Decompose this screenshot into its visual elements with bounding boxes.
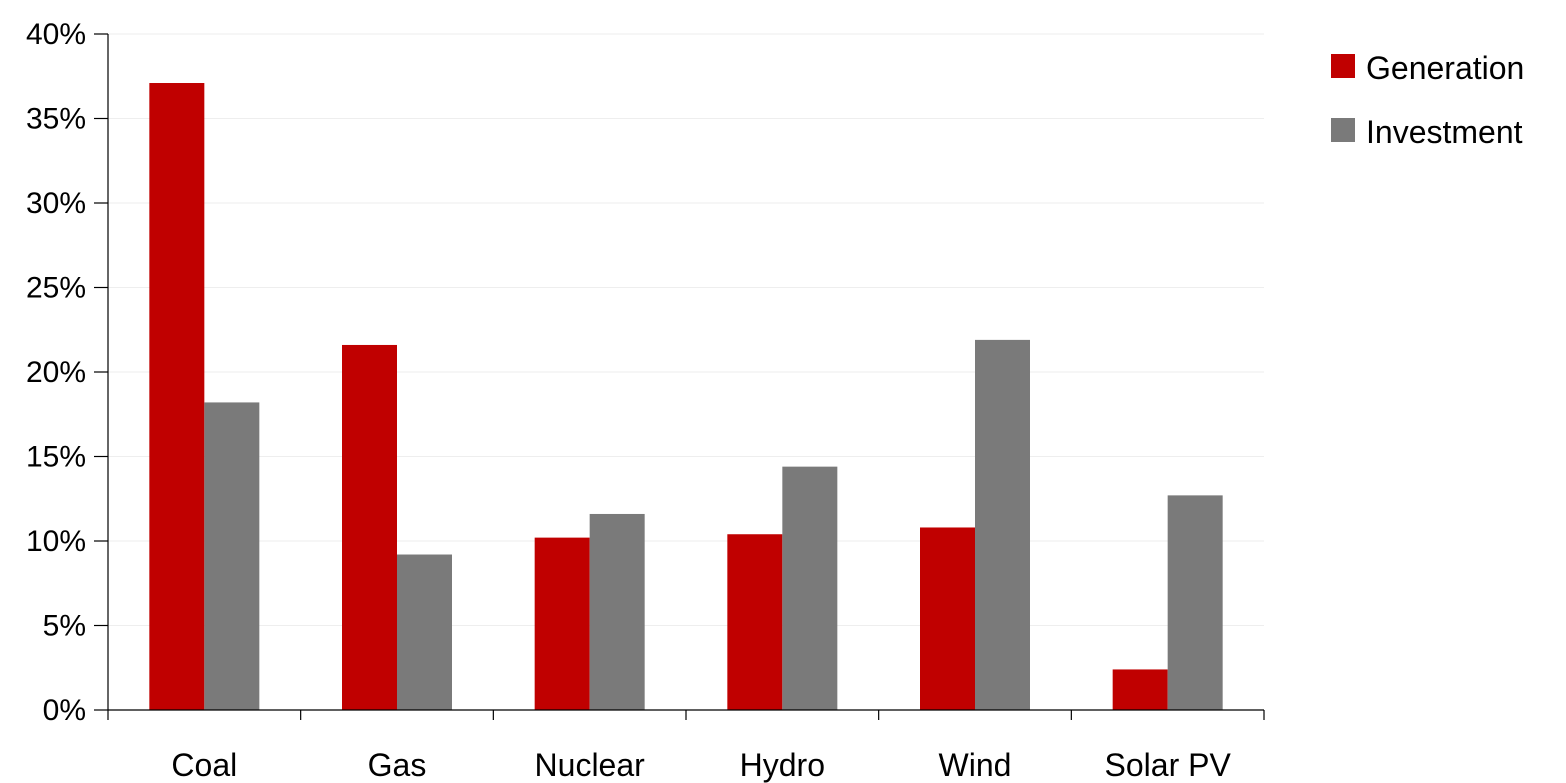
y-tick-label: 40% (26, 18, 86, 51)
y-tick-label: 20% (26, 356, 86, 389)
y-tick-label: 0% (43, 694, 86, 727)
y-axis-ticks: 0% 5% 10% 15% 20% 25% 30% 35% 40% (26, 18, 86, 727)
bar-generation-wind (920, 527, 975, 710)
y-tick-label: 5% (43, 610, 86, 643)
bar-investment-wind (975, 339, 1030, 710)
legend-swatch (1331, 54, 1355, 78)
bar-generation-solar-pv (1112, 669, 1168, 710)
legend-label: Generation (1366, 50, 1524, 86)
bar-generation-nuclear (534, 537, 590, 710)
bar-investment-nuclear (589, 513, 645, 710)
x-category-label: Gas (368, 747, 427, 783)
bar-investment-hydro (782, 466, 838, 710)
x-category-label: Coal (171, 747, 237, 783)
y-tick-label: 10% (26, 525, 86, 558)
bar-generation-hydro (727, 534, 783, 710)
x-category-label: Solar PV (1105, 747, 1232, 783)
gridlines (108, 33, 1264, 626)
y-tick-label: 15% (26, 441, 86, 474)
y-tick-label: 30% (26, 187, 86, 220)
bars (149, 83, 1223, 710)
legend-label: Investment (1366, 114, 1523, 150)
y-tick-label: 35% (26, 103, 86, 136)
bar-generation-gas (342, 344, 397, 710)
legend: Generation Investment (1331, 50, 1524, 150)
bar-investment-solar-pv (1167, 495, 1223, 710)
bar-investment-gas (397, 554, 452, 710)
bar-generation-coal (149, 83, 205, 710)
bar-investment-coal (204, 402, 260, 710)
x-category-label: Nuclear (535, 747, 646, 783)
x-category-label: Wind (939, 747, 1012, 783)
axes (94, 33, 1265, 720)
x-axis-categories: Coal Gas Nuclear Hydro Wind Solar PV (171, 747, 1231, 783)
y-tick-label: 25% (26, 272, 86, 305)
x-category-label: Hydro (740, 747, 825, 783)
legend-swatch (1331, 118, 1355, 142)
